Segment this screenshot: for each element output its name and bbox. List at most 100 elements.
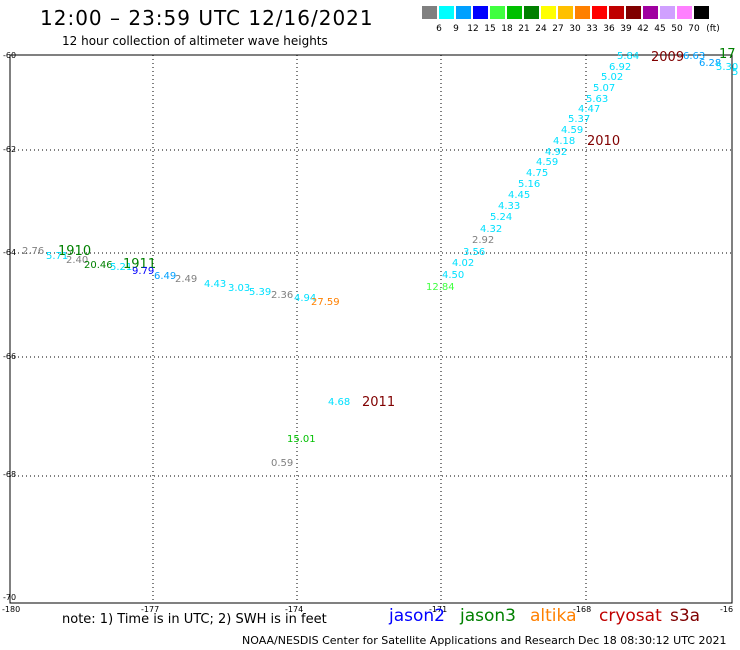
wave-height-label: 5.02 [601, 72, 623, 83]
wave-height-label: 4.59 [536, 157, 558, 168]
legend-swatch [694, 6, 709, 19]
legend-label: 36 [603, 24, 615, 34]
map-frame [9, 54, 733, 604]
wave-height-label: 6.63 [683, 51, 705, 62]
legend-swatch [422, 6, 437, 19]
legend-swatch [643, 6, 658, 19]
wave-height-label: 5.37 [568, 114, 590, 125]
map-title: 12:00 – 23:59 UTC 12/16/2021 [40, 6, 374, 30]
legend-label: 50 [671, 24, 683, 34]
wave-height-label: 20.46 [84, 260, 113, 271]
legend-swatch [439, 6, 454, 19]
wave-height-label: 4.45 [508, 190, 530, 201]
legend-swatch [473, 6, 488, 19]
track-time-label: 2009 [651, 50, 684, 65]
wave-height-label: 5.84 [617, 51, 639, 62]
track-time-label: 17 [719, 47, 736, 62]
wave-height-label: 4.02 [452, 258, 474, 269]
wave-height-label: 6.28 [699, 58, 721, 69]
wave-height-label: 6.49 [154, 271, 176, 282]
wave-height-label: 0.59 [271, 458, 293, 469]
graticule [10, 55, 732, 603]
wave-height-label: 9.79 [132, 266, 154, 277]
legend-label: 6 [436, 24, 442, 34]
satellite-cryosat: cryosat [599, 606, 662, 626]
longitude-labels: -180 -177 -174 -171 -168 -16 [2, 605, 733, 614]
wave-height-label: 4.43 [204, 279, 226, 290]
wave-height-label: 2.36 [271, 290, 293, 301]
wave-height-label: 2.76 [22, 246, 44, 257]
wave-height-label: 5.07 [593, 83, 615, 94]
legend-swatch [677, 6, 692, 19]
wave-height-label: 3.56 [463, 247, 485, 258]
track-time-label: 1910 [58, 244, 91, 259]
longitude-label: -177 [141, 605, 159, 614]
latitude-label: -70 [3, 593, 16, 602]
wave-height-label: 5.24 [490, 212, 512, 223]
legend-label: 27 [552, 24, 564, 34]
wave-height-label: 3.03 [228, 283, 250, 294]
wave-height-label: 5.39 [249, 287, 271, 298]
legend-swatch [507, 6, 522, 19]
legend-label: 42 [637, 24, 649, 34]
wave-height-label: 2.40 [66, 255, 88, 266]
wave-height-label: 27.59 [311, 297, 340, 308]
wave-height-label: 4.92 [545, 147, 567, 158]
legend-label: 12 [467, 24, 479, 34]
latitude-label: -64 [3, 248, 16, 257]
legend-swatch [575, 6, 590, 19]
wave-height-label: 2.92 [472, 235, 494, 246]
wave-height-label: 4.75 [526, 168, 548, 179]
wave-height-label: 5.71 [46, 251, 68, 262]
wave-height-label: 4.94 [294, 293, 316, 304]
legend-label: 24 [535, 24, 547, 34]
legend-label: 18 [501, 24, 513, 34]
wave-height-label: 4.59 [561, 125, 583, 136]
longitude-label: -16 [720, 605, 733, 614]
footer-note: note: 1) Time is in UTC; 2) SWH is in fe… [62, 612, 327, 627]
legend-swatch [609, 6, 624, 19]
legend-label: 70 [688, 24, 700, 34]
credit-line: NOAA/NESDIS Center for Satellite Applica… [242, 634, 576, 647]
legend-swatch [660, 6, 675, 19]
wave-height-label: 4.50 [442, 270, 464, 281]
longitude-label: -180 [2, 605, 20, 614]
legend-label: 15 [484, 24, 496, 34]
longitude-label: -168 [573, 605, 591, 614]
wave-height-label: 6.92 [609, 62, 631, 73]
latitude-label: -62 [3, 145, 16, 154]
legend-label: 21 [518, 24, 530, 34]
latitude-label: -60 [3, 51, 16, 60]
satellite-s3a: s3a [670, 606, 701, 626]
wave-height-label: 15.01 [287, 434, 316, 445]
wave-height-label: 5 [732, 67, 738, 78]
legend-swatch [524, 6, 539, 19]
track-time-label: 2011 [362, 395, 395, 410]
wave-height-label: 4.68 [328, 397, 350, 408]
wave-height-label: 12.84 [426, 282, 455, 293]
latitude-labels: -60 -62 -64 -66 -68 -70 [3, 51, 16, 602]
legend-label: 9 [453, 24, 459, 34]
satellite-altika: altika [530, 606, 577, 626]
wave-height-label: 4.33 [498, 201, 520, 212]
wave-height-label: 5.63 [586, 94, 608, 105]
latitude-label: -66 [3, 352, 16, 361]
track-time-label: 1911 [123, 257, 156, 272]
legend-label: 33 [586, 24, 598, 34]
legend-label: 30 [569, 24, 581, 34]
latitude-label: -68 [3, 470, 16, 479]
legend-swatch [626, 6, 641, 19]
wave-height-label: 5.21 [110, 262, 132, 273]
longitude-label: -174 [285, 605, 303, 614]
generation-timestamp: Dec 18 08:30:12 UTC 2021 [578, 634, 727, 647]
map-subtitle: 12 hour collection of altimeter wave hei… [62, 34, 328, 48]
wave-height-label: 4.32 [480, 224, 502, 235]
satellite-jason3: jason3 [460, 606, 516, 626]
wave-height-label: 2.49 [175, 274, 197, 285]
legend-label: 39 [620, 24, 632, 34]
wave-height-label: 4.47 [578, 104, 600, 115]
legend-unit: (ft) [706, 24, 720, 34]
legend-label: 45 [654, 24, 666, 34]
